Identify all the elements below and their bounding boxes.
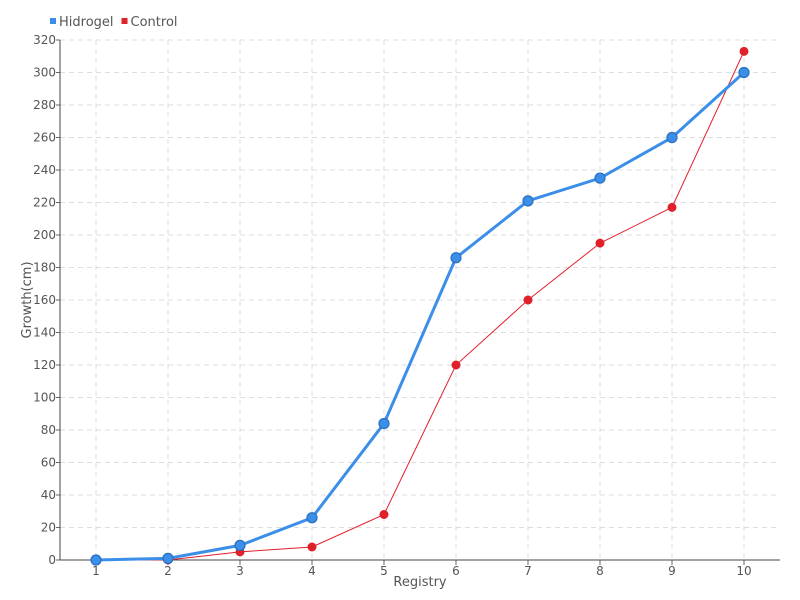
x-tick-label: 10 xyxy=(736,564,751,578)
y-axis-title: Growth(cm) xyxy=(20,261,35,338)
y-tick-label: 180 xyxy=(33,261,56,275)
data-point-hidrogel xyxy=(90,554,102,566)
x-tick-label: 9 xyxy=(668,564,676,578)
x-tick-labels: 1 2 3 4 5 6 7 8 9 10 xyxy=(92,564,751,578)
y-tick-label: 0 xyxy=(48,553,56,567)
legend: Hidrogel Control xyxy=(50,15,178,30)
y-tick-label: 260 xyxy=(33,131,56,145)
legend-label: Control xyxy=(131,15,178,30)
y-tick-label: 320 xyxy=(33,33,56,47)
data-point-hidrogel xyxy=(594,172,606,184)
y-tick-label: 220 xyxy=(33,196,56,210)
y-tick-labels: 0 20 40 60 80 100 120 140 160 180 200 220 240 260 280 3… xyxy=(33,33,56,567)
data-point-hidrogel xyxy=(666,131,678,144)
y-tick-label: 200 xyxy=(33,228,56,242)
x-tick-label: 8 xyxy=(596,564,604,578)
y-tick-label: 140 xyxy=(33,326,56,340)
x-tick-label: 1 xyxy=(92,564,100,578)
grid-lines xyxy=(60,39,780,560)
y-tick-label: 300 xyxy=(33,66,56,80)
data-point-hidrogel xyxy=(162,552,174,564)
data-point-control xyxy=(667,202,677,212)
y-tick-label: 20 xyxy=(41,521,56,535)
x-tick-label: 2 xyxy=(164,564,172,578)
x-tick-label: 5 xyxy=(380,564,388,578)
legend-swatch xyxy=(121,18,128,24)
data-point-control xyxy=(739,46,749,56)
data-point-control xyxy=(307,542,317,552)
x-tick-label: 4 xyxy=(308,564,316,578)
data-point-hidrogel xyxy=(378,417,390,430)
y-tick-label: 100 xyxy=(33,391,56,405)
data-point-hidrogel xyxy=(234,539,246,551)
y-tick-label: 160 xyxy=(33,293,56,307)
axes xyxy=(56,39,780,565)
data-point-control xyxy=(379,510,389,519)
y-tick-label: 120 xyxy=(33,358,56,372)
legend-label: Hidrogel xyxy=(59,15,114,30)
data-point-control xyxy=(595,238,605,248)
x-axis-title: Registry xyxy=(393,575,447,590)
y-tick-label: 60 xyxy=(41,456,56,470)
y-tick-label: 240 xyxy=(33,163,56,177)
data-point-hidrogel xyxy=(738,66,750,79)
data-point-control xyxy=(451,360,461,370)
x-tick-label: 6 xyxy=(452,564,460,578)
x-tick-label: 3 xyxy=(236,564,244,578)
y-tick-label: 80 xyxy=(41,423,56,437)
x-tick-label: 7 xyxy=(524,564,532,578)
data-point-hidrogel xyxy=(450,252,462,264)
series-line-control xyxy=(96,51,745,561)
legend-swatch xyxy=(50,18,56,24)
y-tick-label: 280 xyxy=(33,98,56,112)
data-point-hidrogel xyxy=(522,195,534,207)
y-tick-label: 40 xyxy=(41,488,56,502)
series-layer xyxy=(90,46,750,566)
data-point-control xyxy=(523,295,533,305)
data-point-hidrogel xyxy=(306,512,318,524)
series-line-hidrogel xyxy=(95,71,746,562)
